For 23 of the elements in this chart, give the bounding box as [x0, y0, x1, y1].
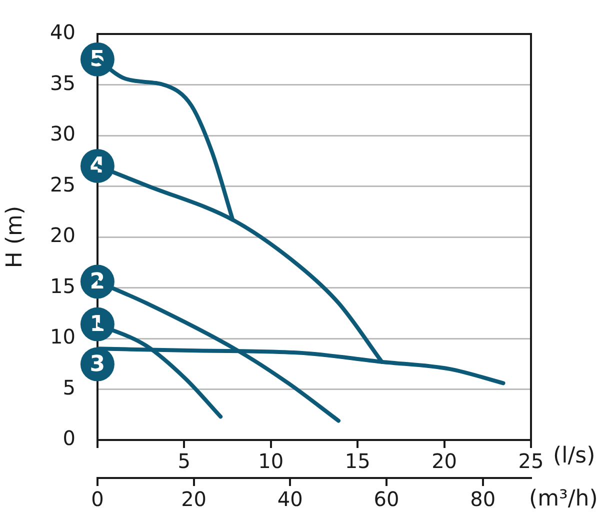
- x2-tick-label: 40: [277, 487, 303, 512]
- y-tick-label: 10: [50, 324, 76, 349]
- x-tick-label: 20: [432, 449, 458, 474]
- y-tick-label: 25: [50, 172, 76, 196]
- y-tick-label: 35: [50, 70, 76, 95]
- y-tick-label: 0: [62, 426, 76, 450]
- x2-tick-label: 0: [91, 487, 104, 512]
- y-tick-label: 15: [50, 274, 76, 298]
- y-tick-label: 30: [50, 122, 76, 146]
- x-tick-label: 25: [518, 449, 544, 474]
- y-tick-label: 40: [50, 20, 76, 44]
- x2-tick-label: 80: [470, 487, 496, 512]
- y-tick-label: 20: [50, 223, 76, 248]
- x-tick-label: 10: [258, 449, 284, 474]
- x-tick-label: 5: [178, 449, 191, 474]
- x-axis-title: (l/s): [553, 444, 596, 469]
- y-axis-title: H (m): [2, 206, 28, 268]
- x2-axis-title: (m³/h): [529, 486, 598, 512]
- y-tick-label: 5: [62, 375, 76, 400]
- x2-tick-label: 60: [374, 487, 400, 512]
- series-label: 3: [90, 352, 106, 378]
- x-tick-label: 15: [344, 449, 370, 474]
- x2-tick-label: 20: [181, 487, 207, 512]
